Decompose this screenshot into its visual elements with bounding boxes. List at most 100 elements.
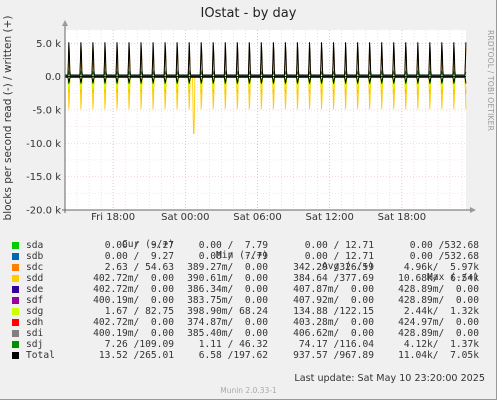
legend-name: sde [26,284,44,295]
legend-cur: 402.72m/ 0.00 [93,284,174,295]
y-tick-label: 0.0 [45,72,61,83]
legend-max: 0.00 /532.68 [409,251,479,262]
legend-name: sdi [26,328,44,339]
last-update: Last update: Sat May 10 23:20:00 2025 [294,373,485,384]
x-tick-label: Sat 12:00 [305,212,353,223]
legend-min: 398.90m/ 68.24 [187,306,268,317]
legend-max: 424.97m/ 0.00 [398,317,479,328]
legend-min: 1.11 / 46.32 [198,339,268,350]
munin-version: Munin 2.0.33-1 [220,386,277,395]
y-tick-label: -20.0 k [26,206,61,217]
legend-min: 6.58 /197.62 [198,350,268,361]
legend-header-cur: Cur (-/+) [122,239,174,250]
legend-cur: 0.00 / 9.27 [104,251,174,262]
legend-swatch [12,308,19,315]
legend-avg: 74.17 /116.04 [298,339,374,350]
legend-row-sdc: sdc 2.63 / 54.63 389.27m/ 0.00 342.29 /326.… [12,262,492,273]
legend-header-avg: Avg (-/+) [322,261,374,272]
series-sdj-write-line [65,70,467,77]
legend-min: 0.00 / 7.79 [198,251,268,262]
legend-name: sdc [26,262,44,273]
legend-max: 2.44k/ 1.32k [403,306,479,317]
x-tick-label: Sat 00:00 [161,212,209,223]
legend-min: 389.27m/ 0.00 [187,262,268,273]
legend-swatch [12,242,19,249]
legend-name: sdg [26,306,44,317]
legend-swatch [12,352,19,359]
legend-avg: 0.00 / 12.71 [304,240,374,251]
legend-swatch [12,275,19,282]
legend-avg: 0.00 / 12.71 [304,251,374,262]
legend-avg: 406.62m/ 0.00 [293,328,374,339]
legend-max: 4.12k/ 1.37k [403,339,479,350]
legend-row-sdj: sdj 7.26 /109.09 1.11 / 46.32 74.17 /116.04… [12,339,492,350]
legend-min: 374.87m/ 0.00 [187,317,268,328]
legend-row-sdg: sdg 1.67 / 82.75 398.90m/ 68.24 134.88 /122… [12,306,492,317]
legend-row-sdi: sdi 400.19m/ 0.00 385.40m/ 0.00 406.62m/ 0.… [12,328,492,339]
graph-title: IOstat - by day [200,6,297,21]
legend-header-min: Min (-/+) [216,250,268,261]
legend-min: 383.75m/ 0.00 [187,295,268,306]
legend-swatch [12,330,19,337]
legend-header: Cur (-/+) Min (-/+) Avg (-/+) Max (-/+) [12,228,492,283]
legend-row-sdd: sdd 402.72m/ 0.00 390.61m/ 0.00 384.64 /377… [12,273,492,284]
legend-avg: 403.28m/ 0.00 [293,317,374,328]
legend-name: sdd [26,273,44,284]
legend-cur: 402.72m/ 0.00 [93,317,174,328]
x-tick-label: Sat 18:00 [378,212,426,223]
legend-avg: 384.64 /377.69 [293,273,374,284]
legend-name: sdb [26,251,44,262]
legend-cur: 7.26 /109.09 [104,339,174,350]
x-tick-label: Fri 18:00 [91,212,135,223]
legend-swatch [12,319,19,326]
legend-row-sdb: sdb 0.00 / 9.27 0.00 / 7.79 0.00 / 12.71 0.0… [12,251,492,262]
legend-name: Total [26,350,55,361]
legend-row-sdh: sdh 402.72m/ 0.00 374.87m/ 0.00 403.28m/ 0.… [12,317,492,328]
legend-row-sde: sde 402.72m/ 0.00 386.34m/ 0.00 407.87m/ 0.… [12,284,492,295]
legend-cur: 13.52 /265.01 [98,350,174,361]
legend-row-total: Total 13.52 /265.01 6.58 /197.62 937.57 /96… [12,350,492,361]
legend-name: sda [26,240,44,251]
legend-max: 428.89m/ 0.00 [398,284,479,295]
legend-avg: 134.88 /122.15 [293,306,374,317]
legend-avg: 937.57 /967.89 [293,350,374,361]
legend-avg: 342.29 /326.59 [293,262,374,273]
legend-row-sda: sda 0.00 / 9.27 0.00 / 7.79 0.00 / 12.71 0.0… [12,240,492,251]
y-tick-label: -15.0 k [26,172,61,183]
legend-max: 10.68k/ 6.54k [398,273,479,284]
legend-min: 0.00 / 7.79 [198,240,268,251]
x-axis-arrow [470,207,476,213]
legend-swatch [12,341,19,348]
legend-max: 428.89m/ 0.00 [398,328,479,339]
legend-avg: 407.87m/ 0.00 [293,284,374,295]
legend-max: 11.04k/ 7.05k [398,350,479,361]
x-tick-label: Sat 06:00 [233,212,281,223]
legend-cur: 0.00 / 9.27 [104,240,174,251]
series-total-write-line [65,42,467,76]
legend-max: 428.89m/ 0.00 [398,295,479,306]
series-total-read-line [65,76,467,83]
y-axis-arrow [62,20,68,26]
legend-cur: 400.19m/ 0.00 [93,328,174,339]
legend-cur: 400.19m/ 0.00 [93,295,174,306]
legend-min: 390.61m/ 0.00 [187,273,268,284]
legend-min: 385.40m/ 0.00 [187,328,268,339]
legend-cur: 2.63 / 54.63 [104,262,174,273]
y-tick-label: -10.0 k [26,139,61,150]
legend-max: 4.96k/ 5.97k [403,262,479,273]
legend-swatch [12,264,19,271]
y-tick-label: -5.0 k [33,106,62,117]
y-tick-label: 5.0 k [36,39,61,50]
legend-row-sdf: sdf 400.19m/ 0.00 383.75m/ 0.00 407.92m/ 0.… [12,295,492,306]
legend-name: sdf [26,295,44,306]
legend-header-max: Max (-/+) [427,272,479,283]
legend-avg: 407.92m/ 0.00 [293,295,374,306]
legend-name: sdh [26,317,44,328]
iostat-chart: 5.0 k 0.0 -5.0 k -10.0 k -15.0 k -20.0 k Fri 1… [26,20,476,223]
legend-max: 0.00 /532.68 [409,240,479,251]
legend-swatch [12,253,19,260]
legend-swatch [12,297,19,304]
legend-min: 386.34m/ 0.00 [187,284,268,295]
legend-cur: 402.72m/ 0.00 [93,273,174,284]
legend-cur: 1.67 / 82.75 [104,306,174,317]
